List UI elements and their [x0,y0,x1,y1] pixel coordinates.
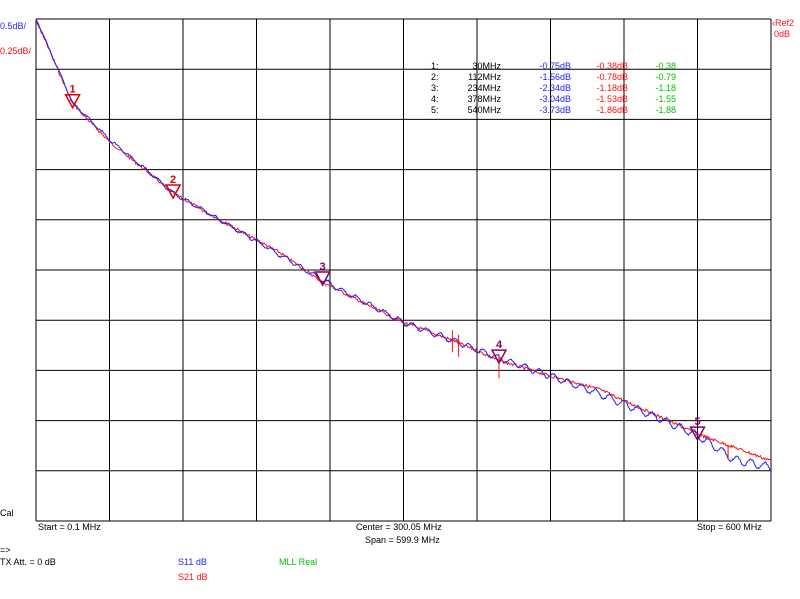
marker-1-label: 1 [70,84,76,96]
marker-3-triangle [314,271,331,287]
s21-legend: S21 dB [178,572,208,582]
marker-5-id: 5: [431,105,439,115]
marker-5-triangle [689,426,706,442]
ref-arrow-icon: ‹ [772,18,775,28]
marker-5-freq: 540MHz [467,105,501,115]
marker-4-s21: -1.53dB [596,94,628,104]
marker-4-triangle [490,349,508,365]
marker-4-mll: -1.55 [655,94,676,104]
plot-traces [35,18,772,472]
marker-3-s21: -1.18dB [596,83,628,93]
marker-5-label: 5 [694,416,700,428]
s11-scale-label: 0.5dB/ [0,21,27,31]
marker-1-s11: -0.75dB [539,61,571,71]
span-frequency: Span = 599.9 MHz [365,535,440,545]
marker-2-triangle [164,184,182,200]
marker-4-s11: -3.04dB [539,94,571,104]
marker-3-s11: -2.34dB [539,83,571,93]
start-frequency: Start = 0.1 MHz [38,522,101,532]
ref-value: 0dB [774,29,791,39]
s11-legend: S11 dB [178,557,207,567]
s21-scale-label: 0.25dB/ [0,46,32,56]
plot-grid [35,18,772,522]
marker-4-freq: 378MHz [467,94,501,104]
marker-2-s11: -1.56dB [539,72,571,82]
marker-3-mll: -1.18 [655,83,676,93]
marker-4-label: 4 [496,339,503,351]
marker-3-id: 3: [431,83,439,93]
marker-2-id: 2: [431,72,439,82]
marker-1-s21: -0.38dB [596,61,628,71]
center-frequency: Center = 300.05 MHz [356,522,442,532]
marker-1-triangle [64,93,81,110]
stop-frequency: Stop = 600 MHz [697,522,762,532]
marker-2-freq: 112MHz [468,72,501,82]
marker-4-id: 4: [431,94,439,104]
plot-markers: 1 2 3 4 5 [64,84,706,442]
marker-5-mll: -1.88 [655,105,676,115]
marker-2-label: 2 [170,174,176,186]
marker-1-mll: -0.38 [655,61,676,71]
marker-2-s21: -0.78dB [596,72,628,82]
ref-label: ‹Ref2 [772,18,795,28]
s11-trace [35,18,772,472]
marker-5-s11: -3.73dB [539,105,571,115]
arrow-indicator: => [0,545,11,555]
marker-1-freq: 30MHz [472,61,501,71]
tx-attenuation: TX Att. = 0 dB [0,557,56,567]
marker-5-s21: -1.86dB [596,105,628,115]
marker-3-freq: 234MHz [467,83,501,93]
cal-indicator: Cal [0,508,14,518]
marker-2-mll: -0.79 [655,72,676,82]
mll-legend: MLL Real [279,557,318,567]
s21-trace [35,18,772,462]
marker-3-label: 3 [320,261,326,273]
marker-1-id: 1: [431,61,439,71]
